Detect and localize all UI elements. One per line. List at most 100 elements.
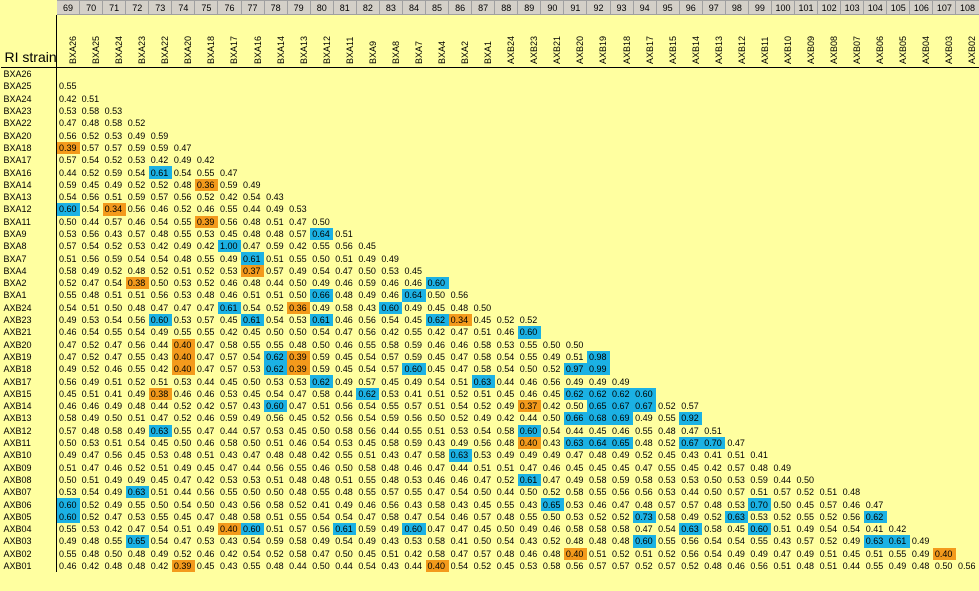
correlation-cell[interactable]: 0.42 <box>496 413 515 424</box>
row-strain-label[interactable]: BXA4 <box>0 264 57 278</box>
correlation-cell[interactable]: 0.56 <box>612 487 630 498</box>
correlation-cell[interactable]: 0.49 <box>127 130 146 141</box>
empty-cell[interactable] <box>956 474 979 486</box>
empty-cell[interactable] <box>656 216 679 228</box>
empty-cell[interactable] <box>956 93 979 105</box>
empty-cell[interactable] <box>748 400 771 412</box>
correlation-cell[interactable]: 0.43 <box>219 499 238 510</box>
correlation-cell[interactable]: 0.43 <box>381 450 399 461</box>
correlation-cell[interactable]: 0.54 <box>104 315 123 326</box>
empty-cell[interactable] <box>748 289 771 301</box>
correlation-cell[interactable]: 0.51 <box>150 462 169 473</box>
empty-cell[interactable] <box>887 105 910 117</box>
empty-cell[interactable] <box>679 388 702 400</box>
empty-cell[interactable] <box>771 68 794 81</box>
correlation-cell[interactable]: 0.43 <box>519 536 538 547</box>
correlation-cell[interactable]: 0.47 <box>289 388 307 399</box>
empty-cell[interactable] <box>841 191 864 203</box>
correlation-cell[interactable]: 0.45 <box>150 438 169 449</box>
correlation-cell[interactable]: 0.56 <box>59 130 77 141</box>
empty-cell[interactable] <box>172 105 195 117</box>
correlation-cell[interactable]: 1.00 <box>217 240 241 253</box>
correlation-cell[interactable]: 0.49 <box>496 450 515 461</box>
empty-cell[interactable] <box>426 191 449 203</box>
correlation-cell[interactable]: 0.49 <box>81 413 100 424</box>
empty-cell[interactable] <box>633 142 656 154</box>
empty-cell[interactable] <box>933 375 956 387</box>
correlation-cell[interactable]: 0.43 <box>104 229 123 239</box>
empty-cell[interactable] <box>333 179 356 191</box>
empty-cell[interactable] <box>956 216 979 228</box>
empty-cell[interactable] <box>679 363 702 375</box>
correlation-cell[interactable]: 0.47 <box>473 474 492 485</box>
correlation-cell[interactable]: 0.45 <box>727 524 745 535</box>
correlation-cell[interactable]: 0.50 <box>519 364 538 375</box>
correlation-cell[interactable]: 0.48 <box>266 229 284 239</box>
correlation-cell[interactable]: 0.51 <box>173 265 192 276</box>
correlation-cell[interactable]: 0.50 <box>934 561 953 572</box>
correlation-cell[interactable]: 0.49 <box>681 511 699 522</box>
empty-cell[interactable] <box>587 240 610 252</box>
correlation-cell[interactable]: 0.57 <box>59 155 77 166</box>
column-number[interactable]: 76 <box>217 0 242 15</box>
empty-cell[interactable] <box>587 252 610 264</box>
empty-cell[interactable] <box>910 117 933 129</box>
empty-cell[interactable] <box>725 216 748 228</box>
empty-cell[interactable] <box>472 142 495 154</box>
correlation-cell[interactable]: 0.58 <box>473 339 492 350</box>
correlation-cell[interactable]: 0.53 <box>565 499 584 510</box>
correlation-cell[interactable]: 0.51 <box>266 253 284 264</box>
correlation-cell[interactable]: 0.52 <box>496 474 515 485</box>
empty-cell[interactable] <box>633 68 656 81</box>
empty-cell[interactable] <box>402 93 425 105</box>
correlation-cell[interactable]: 0.59 <box>612 474 630 485</box>
empty-cell[interactable] <box>795 462 818 474</box>
correlation-cell[interactable]: 0.50 <box>312 253 330 264</box>
correlation-cell[interactable]: 0.63 <box>679 522 703 536</box>
empty-cell[interactable] <box>933 216 956 228</box>
correlation-cell[interactable]: 0.52 <box>704 511 722 522</box>
empty-cell[interactable] <box>795 351 818 363</box>
correlation-cell[interactable]: 0.45 <box>381 376 399 387</box>
correlation-cell[interactable]: 0.40 <box>217 522 241 536</box>
correlation-cell[interactable]: 0.54 <box>450 561 469 572</box>
empty-cell[interactable] <box>587 117 610 129</box>
correlation-cell[interactable]: 0.55 <box>635 425 653 436</box>
correlation-cell[interactable]: 0.46 <box>173 388 192 399</box>
empty-cell[interactable] <box>426 93 449 105</box>
correlation-cell[interactable]: 0.50 <box>243 438 261 449</box>
correlation-cell[interactable]: 0.50 <box>59 474 77 485</box>
correlation-cell[interactable]: 0.44 <box>519 413 538 424</box>
column-number[interactable]: 85 <box>424 0 450 15</box>
correlation-cell[interactable]: 0.47 <box>150 302 169 313</box>
empty-cell[interactable] <box>402 179 425 191</box>
empty-cell[interactable] <box>841 240 864 252</box>
correlation-cell[interactable]: 0.49 <box>59 364 77 375</box>
empty-cell[interactable] <box>771 289 794 301</box>
correlation-cell[interactable]: 0.49 <box>612 376 630 387</box>
empty-cell[interactable] <box>864 142 887 154</box>
correlation-cell[interactable]: 0.57 <box>289 524 307 535</box>
empty-cell[interactable] <box>356 203 379 215</box>
correlation-cell[interactable]: 0.53 <box>81 524 100 535</box>
correlation-cell[interactable]: 0.34 <box>102 203 126 216</box>
correlation-cell[interactable]: 0.45 <box>588 425 607 436</box>
correlation-cell[interactable]: 0.45 <box>243 327 261 338</box>
empty-cell[interactable] <box>610 216 633 228</box>
correlation-cell[interactable]: 0.48 <box>150 229 169 239</box>
correlation-cell[interactable]: 0.52 <box>81 499 100 510</box>
empty-cell[interactable] <box>241 68 264 81</box>
correlation-cell[interactable]: 0.57 <box>473 511 492 522</box>
correlation-cell[interactable]: 0.47 <box>450 364 469 375</box>
correlation-cell[interactable]: 0.57 <box>289 229 307 239</box>
correlation-cell[interactable]: 0.55 <box>59 290 77 301</box>
empty-cell[interactable] <box>172 80 195 92</box>
empty-cell[interactable] <box>449 117 472 129</box>
empty-cell[interactable] <box>956 548 979 560</box>
correlation-cell[interactable]: 0.54 <box>59 192 77 203</box>
row-strain-label[interactable]: AXB12 <box>0 424 57 437</box>
empty-cell[interactable] <box>725 375 748 387</box>
empty-cell[interactable] <box>449 129 472 141</box>
empty-cell[interactable] <box>495 240 518 252</box>
correlation-cell[interactable]: 0.48 <box>635 438 653 449</box>
